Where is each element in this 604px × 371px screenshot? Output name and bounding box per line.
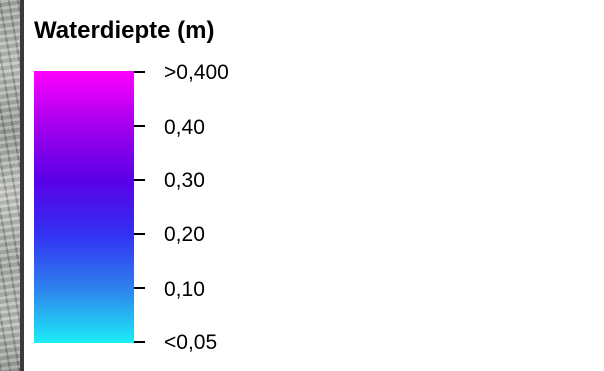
legend-label-min: <0,05: [164, 331, 218, 354]
legend-title: Waterdiepte (m): [34, 17, 215, 44]
legend-tick: [134, 71, 145, 73]
legend-tick: [134, 125, 145, 127]
legend-tick: [134, 179, 145, 181]
legend-tick: [134, 233, 145, 235]
legend-tick: [134, 341, 145, 343]
map-frame-border: [20, 0, 24, 371]
legend-label: 0,40: [164, 116, 205, 139]
legend-tick: [134, 287, 145, 289]
legend-panel: Waterdiepte (m) >0,400 0,40 0,30 0,20 0,…: [24, 0, 604, 371]
color-ramp: [34, 71, 134, 343]
legend-label: 0,10: [164, 278, 205, 301]
legend-label-max: >0,400: [164, 61, 229, 84]
map-background: [0, 0, 22, 371]
legend-label: 0,20: [164, 223, 205, 246]
legend-label: 0,30: [164, 169, 205, 192]
